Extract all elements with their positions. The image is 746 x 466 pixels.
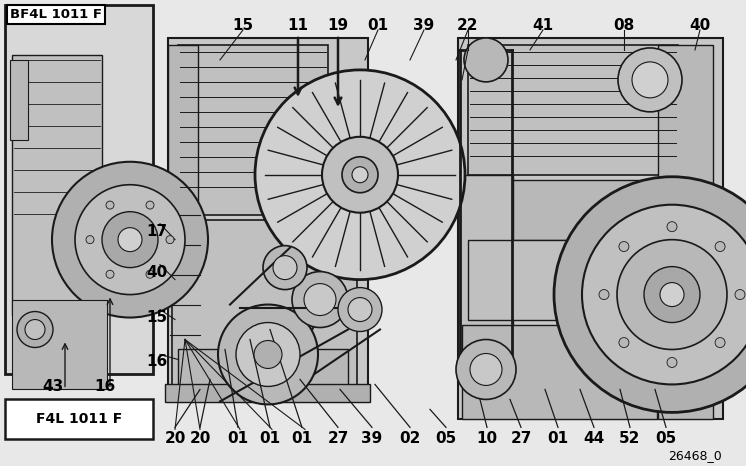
Circle shape: [632, 62, 668, 98]
Text: 11: 11: [287, 18, 309, 33]
Bar: [5, 5, 153, 375]
Bar: [168, 45, 198, 225]
Circle shape: [25, 320, 45, 340]
Circle shape: [273, 256, 297, 280]
Text: 05: 05: [656, 432, 677, 446]
Text: 05: 05: [436, 432, 457, 446]
Circle shape: [17, 312, 53, 348]
Text: 27: 27: [510, 432, 532, 446]
Circle shape: [644, 267, 700, 322]
Circle shape: [146, 270, 154, 278]
Text: 19: 19: [327, 18, 348, 33]
Bar: [658, 45, 713, 419]
Circle shape: [715, 241, 725, 252]
Circle shape: [322, 137, 398, 212]
Text: 17: 17: [146, 224, 168, 239]
Circle shape: [617, 240, 727, 350]
Bar: [172, 219, 357, 390]
Circle shape: [338, 288, 382, 331]
Bar: [458, 175, 513, 375]
Circle shape: [86, 236, 94, 244]
Circle shape: [218, 305, 318, 404]
Circle shape: [255, 70, 465, 280]
Text: 15: 15: [146, 309, 168, 324]
Circle shape: [263, 246, 307, 289]
Circle shape: [146, 201, 154, 209]
Text: 10: 10: [477, 432, 498, 446]
Text: BF4L 1011 F: BF4L 1011 F: [10, 8, 102, 21]
Text: 02: 02: [399, 432, 421, 446]
Circle shape: [304, 284, 336, 315]
Circle shape: [102, 212, 158, 267]
Circle shape: [715, 337, 725, 348]
Text: 01: 01: [548, 432, 568, 446]
Circle shape: [667, 222, 677, 232]
Bar: [12, 55, 102, 315]
Bar: [5, 399, 153, 439]
Text: 08: 08: [613, 18, 635, 33]
Circle shape: [52, 162, 208, 317]
Circle shape: [254, 341, 282, 369]
Bar: [462, 324, 657, 419]
Text: 39: 39: [361, 432, 383, 446]
Text: 16: 16: [146, 355, 168, 370]
Text: 40: 40: [689, 18, 711, 33]
Circle shape: [660, 282, 684, 307]
Bar: [468, 240, 653, 320]
Text: F4L 1011 F: F4L 1011 F: [36, 412, 122, 426]
Circle shape: [342, 157, 378, 193]
Circle shape: [166, 236, 174, 244]
Text: 01: 01: [228, 432, 248, 446]
Text: 40: 40: [146, 265, 168, 280]
Text: 26468_0: 26468_0: [668, 449, 721, 462]
Text: 39: 39: [413, 18, 435, 33]
Circle shape: [456, 340, 516, 399]
Circle shape: [106, 270, 114, 278]
Bar: [10, 60, 28, 140]
Text: 52: 52: [619, 432, 641, 446]
Bar: [168, 38, 368, 403]
Circle shape: [348, 298, 372, 322]
Circle shape: [118, 228, 142, 252]
Text: 01: 01: [368, 18, 389, 33]
Bar: [458, 38, 723, 419]
Circle shape: [619, 337, 629, 348]
Text: 01: 01: [260, 432, 280, 446]
Circle shape: [75, 185, 185, 295]
Bar: [165, 384, 370, 403]
Text: 22: 22: [457, 18, 479, 33]
Circle shape: [735, 289, 745, 300]
Text: 15: 15: [233, 18, 254, 33]
Circle shape: [618, 48, 682, 112]
Circle shape: [292, 272, 348, 328]
Circle shape: [599, 289, 609, 300]
Bar: [178, 350, 348, 399]
Text: 20: 20: [164, 432, 186, 446]
Circle shape: [619, 241, 629, 252]
Bar: [468, 45, 678, 175]
Text: 01: 01: [292, 432, 313, 446]
Text: 43: 43: [43, 379, 63, 394]
Text: 16: 16: [95, 379, 116, 394]
Text: 27: 27: [327, 432, 348, 446]
Circle shape: [106, 201, 114, 209]
Circle shape: [464, 38, 508, 82]
Circle shape: [667, 357, 677, 368]
Text: 44: 44: [583, 432, 604, 446]
Text: 20: 20: [189, 432, 210, 446]
Text: 41: 41: [533, 18, 554, 33]
Bar: [178, 45, 328, 215]
Circle shape: [352, 167, 368, 183]
Circle shape: [554, 177, 746, 412]
Bar: [468, 180, 648, 240]
Circle shape: [470, 354, 502, 385]
Circle shape: [582, 205, 746, 384]
Bar: [12, 300, 107, 390]
Circle shape: [236, 322, 300, 386]
